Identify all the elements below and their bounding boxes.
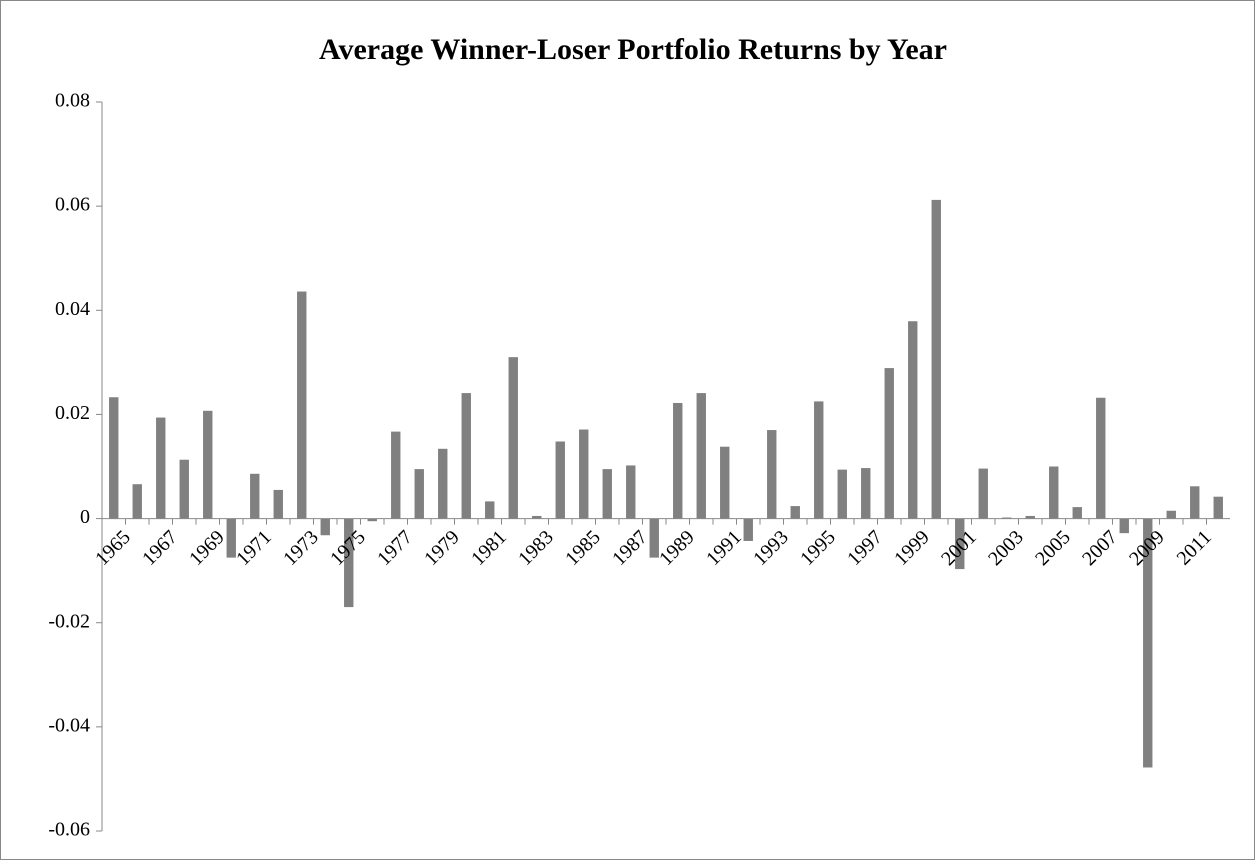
bar xyxy=(1143,518,1153,768)
bar xyxy=(1190,486,1200,519)
bar xyxy=(696,393,706,519)
bar xyxy=(344,518,354,608)
bar xyxy=(485,501,495,519)
chart-title: Average Winner-Loser Portfolio Returns b… xyxy=(319,33,947,66)
y-tick-label: -0.02 xyxy=(48,610,90,632)
bar xyxy=(884,368,894,519)
y-tick-label: 0.02 xyxy=(55,402,90,424)
bar xyxy=(978,468,988,519)
bar xyxy=(1119,518,1129,534)
bar xyxy=(1096,397,1106,519)
y-tick-label: -0.04 xyxy=(48,714,90,736)
y-tick-label: 0.04 xyxy=(55,298,90,320)
y-tick-label: 0 xyxy=(80,506,90,528)
bar xyxy=(156,417,166,519)
bar xyxy=(132,484,142,519)
bar xyxy=(273,489,283,519)
bar xyxy=(250,473,260,519)
bar xyxy=(320,518,330,536)
bar xyxy=(203,410,213,519)
bar xyxy=(1049,466,1059,519)
bar xyxy=(931,199,941,519)
bar xyxy=(649,518,659,558)
bar xyxy=(579,429,589,519)
bar xyxy=(297,291,307,519)
bar xyxy=(1072,507,1082,519)
bar xyxy=(908,321,918,519)
bar xyxy=(367,518,377,522)
bar xyxy=(814,401,824,519)
bar xyxy=(602,469,612,519)
bar xyxy=(414,469,424,519)
y-tick-label: 0.06 xyxy=(55,194,90,216)
bar xyxy=(391,431,401,519)
bar xyxy=(955,518,965,570)
bar xyxy=(790,506,800,519)
bar xyxy=(626,465,636,519)
bar xyxy=(532,515,542,519)
bar xyxy=(438,448,448,519)
bar xyxy=(1166,510,1176,519)
bar xyxy=(508,357,518,519)
bar xyxy=(1002,517,1012,519)
bar xyxy=(743,518,753,541)
bar xyxy=(837,469,847,519)
bar xyxy=(461,393,471,519)
bar xyxy=(179,459,189,519)
y-tick-label: -0.06 xyxy=(48,819,90,841)
bar xyxy=(861,468,871,519)
bar xyxy=(555,441,565,519)
bar xyxy=(1025,515,1035,519)
bar xyxy=(226,518,236,558)
bar xyxy=(720,446,730,519)
bar xyxy=(109,397,119,519)
bar xyxy=(1213,496,1223,519)
bar xyxy=(673,402,683,519)
y-tick-label: 0.08 xyxy=(55,90,90,112)
bar xyxy=(767,430,777,519)
